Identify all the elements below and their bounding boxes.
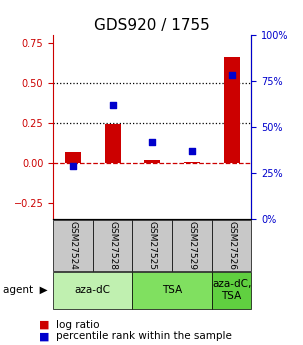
Text: agent  ▶: agent ▶ — [3, 285, 48, 295]
Point — [70, 164, 75, 169]
Point — [229, 72, 234, 78]
Text: ■: ■ — [39, 320, 50, 330]
Text: log ratio: log ratio — [56, 320, 100, 330]
Bar — [224, 57, 240, 163]
Text: percentile rank within the sample: percentile rank within the sample — [56, 332, 232, 341]
Text: GSM27524: GSM27524 — [68, 221, 77, 270]
Text: GSM27526: GSM27526 — [227, 221, 236, 270]
Bar — [105, 124, 121, 163]
Text: GSM27525: GSM27525 — [148, 221, 157, 270]
Text: GSM27529: GSM27529 — [188, 221, 196, 270]
Bar — [144, 160, 160, 163]
Text: ■: ■ — [39, 332, 50, 341]
Text: aza-dC,
TSA: aza-dC, TSA — [212, 279, 251, 301]
Bar — [184, 162, 200, 163]
Point — [110, 102, 115, 107]
Text: TSA: TSA — [162, 285, 182, 295]
Point — [190, 148, 195, 154]
Title: GDS920 / 1755: GDS920 / 1755 — [94, 18, 210, 33]
Point — [150, 139, 155, 144]
Text: GSM27528: GSM27528 — [108, 221, 117, 270]
Text: aza-dC: aza-dC — [75, 285, 111, 295]
Bar — [65, 152, 81, 163]
